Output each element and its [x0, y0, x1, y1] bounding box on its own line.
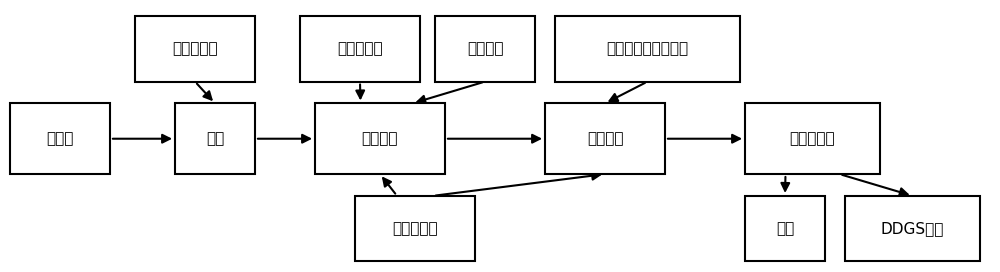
Text: 无患子皂素: 无患子皂素: [392, 221, 438, 236]
Bar: [175, 103, 255, 174]
Text: 纤维素酶: 纤维素酶: [467, 41, 503, 57]
Bar: [300, 16, 420, 82]
Bar: [10, 103, 110, 174]
Text: 淀粉糖化酶: 淀粉糖化酶: [337, 41, 383, 57]
Text: 乙醇: 乙醇: [776, 221, 794, 236]
Text: 淀粉液化酶: 淀粉液化酶: [172, 41, 218, 57]
Text: 液化: 液化: [206, 131, 224, 146]
Bar: [355, 196, 475, 261]
Bar: [845, 196, 980, 261]
Text: 高浓度酒精酵母接种: 高浓度酒精酵母接种: [606, 41, 689, 57]
Text: 协同糖化: 协同糖化: [362, 131, 398, 146]
Text: 乙醇发酵: 乙醇发酵: [587, 131, 623, 146]
Text: 发酵液分离: 发酵液分离: [790, 131, 835, 146]
Bar: [555, 16, 740, 82]
Bar: [745, 103, 880, 174]
Bar: [435, 16, 535, 82]
Bar: [315, 103, 445, 174]
Bar: [135, 16, 255, 82]
Bar: [745, 196, 825, 261]
Text: DDGS饲料: DDGS饲料: [881, 221, 944, 236]
Text: 木薯渣: 木薯渣: [46, 131, 74, 146]
Bar: [545, 103, 665, 174]
